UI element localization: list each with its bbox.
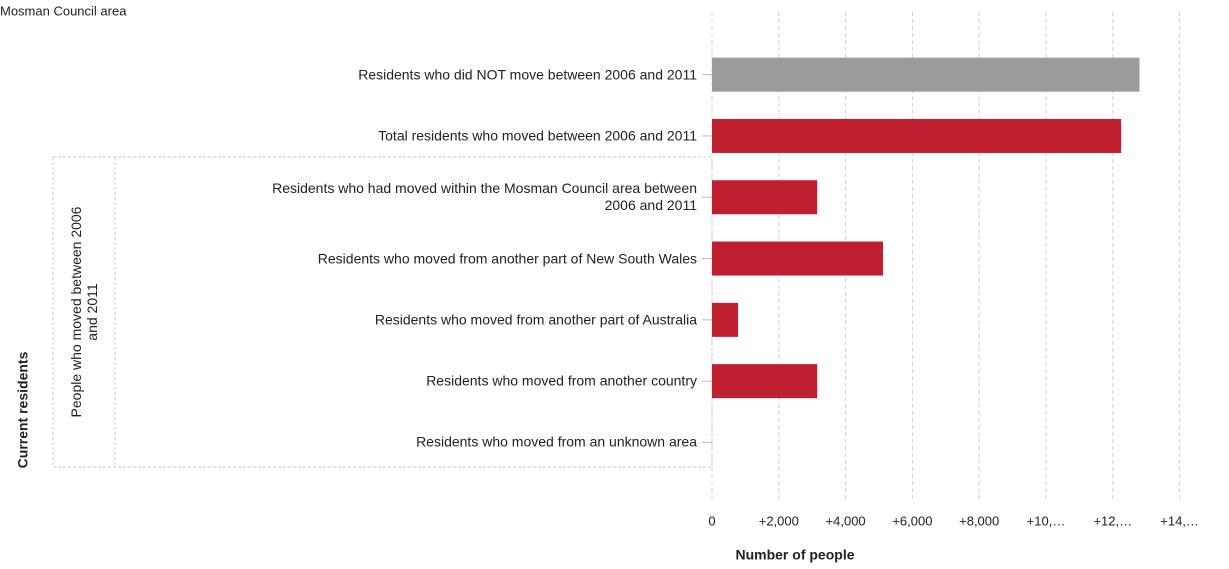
y-tick-label: Residents who had moved within the Mosma… — [272, 180, 697, 214]
y-tick-label: Residents who moved from another part of… — [374, 311, 697, 328]
y-tick-label: Residents who did NOT move between 2006 … — [358, 66, 697, 83]
bar — [712, 364, 818, 399]
group-label: People who moved between 2006 and 2011 — [68, 206, 100, 418]
y-tick-label: Residents who moved from another country — [426, 372, 697, 389]
group-box — [52, 156, 713, 468]
bar — [712, 118, 1122, 153]
bar — [712, 241, 884, 276]
x-tick-label: +6,000 — [892, 513, 932, 528]
bar — [712, 302, 739, 337]
y-tick-label: Total residents who moved between 2006 a… — [378, 127, 697, 144]
y-tick-label: Residents who moved from an unknown area — [416, 433, 697, 450]
x-tick-label: +8,000 — [959, 513, 999, 528]
x-tick-label: +4,000 — [826, 513, 866, 528]
bar — [712, 180, 818, 215]
x-axis-label: Number of people — [735, 547, 854, 563]
x-tick-label: +10,… — [1027, 513, 1066, 528]
chart-title: Mosman Council area — [0, 3, 127, 18]
x-tick-label: +12,… — [1093, 513, 1132, 528]
y-axis-label: Current residents — [15, 351, 31, 468]
y-tick-label: Residents who moved from another part of… — [317, 250, 697, 267]
x-tick-label: +14,… — [1160, 513, 1199, 528]
x-tick-label: 0 — [708, 513, 715, 528]
x-tick-label: +2,000 — [759, 513, 799, 528]
bar — [712, 57, 1140, 92]
